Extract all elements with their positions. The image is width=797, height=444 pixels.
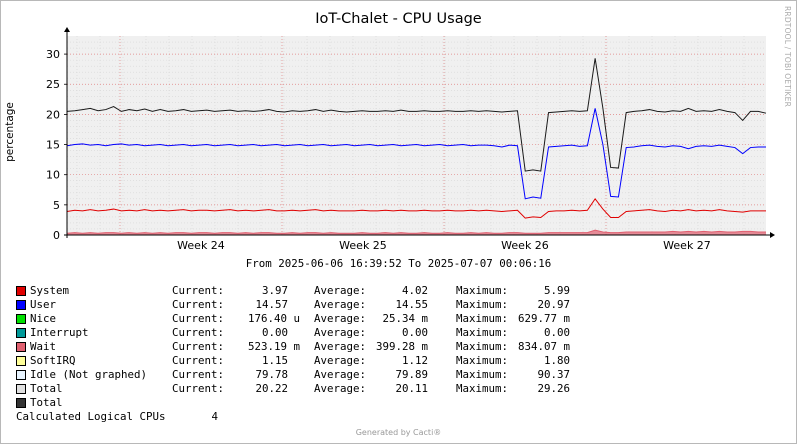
legend-name: Idle (Not graphed) bbox=[30, 368, 148, 381]
legend-max-label: Maximum: bbox=[456, 326, 509, 339]
plot-background bbox=[67, 36, 766, 235]
legend-avg-label: Average: bbox=[314, 340, 367, 353]
legend-cur-label: Current: bbox=[172, 340, 225, 353]
legend-avg: 4.02 bbox=[401, 284, 428, 297]
legend-cur: 14.57 bbox=[255, 298, 288, 311]
legend-cur-label: Current: bbox=[172, 298, 225, 311]
x-tick-label: Week 25 bbox=[339, 239, 387, 252]
footnote-label: Calculated Logical CPUs bbox=[16, 410, 166, 423]
legend-swatch bbox=[16, 314, 26, 324]
time-range: From 2025-06-06 16:39:52 To 2025-07-07 0… bbox=[245, 257, 552, 270]
legend-max: 90.37 bbox=[537, 368, 570, 381]
legend-name: SoftIRQ bbox=[30, 354, 76, 367]
legend-avg: 14.55 bbox=[395, 298, 428, 311]
legend-swatch bbox=[16, 398, 26, 408]
legend-name: Total bbox=[30, 396, 63, 409]
legend-avg-label: Average: bbox=[314, 284, 367, 297]
plot-area: 0 5 10 15 20 25 30 Week 24 Week 25 Week 26 Week 27 bbox=[46, 27, 775, 252]
legend-avg: 20.11 bbox=[395, 382, 428, 395]
legend-avg-label: Average: bbox=[314, 312, 367, 325]
legend-name: System bbox=[30, 284, 70, 297]
legend-swatch bbox=[16, 342, 26, 352]
legend-max: 5.99 bbox=[543, 284, 570, 297]
y-tick-label: 5 bbox=[53, 199, 60, 212]
series-line-user bbox=[66, 108, 766, 200]
y-tick-label: 10 bbox=[46, 169, 60, 182]
legend-swatch bbox=[16, 300, 26, 310]
y-axis-arrow bbox=[64, 27, 70, 32]
legend-name: Interrupt bbox=[30, 326, 89, 339]
legend-max-label: Maximum: bbox=[456, 382, 509, 395]
legend-max: 834.07 m bbox=[518, 340, 571, 353]
legend-max: 1.80 bbox=[543, 354, 570, 367]
y-tick-label: 0 bbox=[53, 229, 60, 242]
legend-cur: 20.22 bbox=[255, 382, 288, 395]
legend-avg: 399.28 m bbox=[376, 340, 429, 353]
x-tick-label: Week 26 bbox=[501, 239, 549, 252]
legend-avg-label: Average: bbox=[314, 354, 367, 367]
legend-avg-label: Average: bbox=[314, 382, 367, 395]
legend-avg: 1.12 bbox=[401, 354, 428, 367]
generated-by-footer: Generated by Cacti® bbox=[355, 428, 442, 437]
y-tick-label: 20 bbox=[46, 108, 60, 121]
series-line-total bbox=[66, 58, 767, 172]
legend-avg: 0.00 bbox=[401, 326, 428, 339]
legend-cur: 3.97 bbox=[261, 284, 288, 297]
legend-name: User bbox=[30, 298, 57, 311]
legend-cur-label: Current: bbox=[172, 368, 225, 381]
legend-cur: 0.00 bbox=[261, 326, 288, 339]
legend-cur: 176.40 u bbox=[248, 312, 301, 325]
y-tick-label: 30 bbox=[46, 48, 60, 61]
legend-max-label: Maximum: bbox=[456, 340, 509, 353]
legend-swatch bbox=[16, 370, 26, 380]
legend-name: Nice bbox=[30, 312, 57, 325]
series-line-system bbox=[66, 197, 766, 219]
legend-cur: 1.15 bbox=[261, 354, 288, 367]
legend-max-label: Maximum: bbox=[456, 354, 509, 367]
legend-name: Wait bbox=[30, 340, 57, 353]
legend-swatch bbox=[16, 384, 26, 394]
legend-cur-label: Current: bbox=[172, 382, 225, 395]
legend-max: 629.77 m bbox=[518, 312, 571, 325]
legend-max-label: Maximum: bbox=[456, 284, 509, 297]
legend-cur-label: Current: bbox=[172, 312, 225, 325]
legend-avg-label: Average: bbox=[314, 326, 367, 339]
legend-max-label: Maximum: bbox=[456, 298, 509, 311]
legend-avg-label: Average: bbox=[314, 298, 367, 311]
legend-max-label: Maximum: bbox=[456, 368, 509, 381]
legend-swatch bbox=[16, 286, 26, 296]
legend-avg-label: Average: bbox=[314, 368, 367, 381]
legend-avg: 79.89 bbox=[395, 368, 428, 381]
series-line-wait bbox=[66, 229, 766, 234]
legend-max: 29.26 bbox=[537, 382, 570, 395]
y-tick-label: 25 bbox=[46, 78, 60, 91]
legend-max: 20.97 bbox=[537, 298, 570, 311]
x-tick-label: Week 27 bbox=[663, 239, 711, 252]
legend-name: Total bbox=[30, 382, 63, 395]
legend-avg: 25.34 m bbox=[382, 312, 428, 325]
legend-cur-label: Current: bbox=[172, 354, 225, 367]
legend-max-label: Maximum: bbox=[456, 312, 509, 325]
legend-cur: 79.78 bbox=[255, 368, 288, 381]
legend-cur: 523.19 m bbox=[248, 340, 301, 353]
chart-title: IoT-Chalet - CPU Usage bbox=[315, 11, 482, 27]
legend-cur-label: Current: bbox=[172, 326, 225, 339]
legend-cur-label: Current: bbox=[172, 284, 225, 297]
footnote-value: 4 bbox=[211, 410, 219, 423]
footnote: Calculated Logical CPUs 4 bbox=[16, 410, 218, 423]
legend-swatch bbox=[16, 356, 26, 366]
x-tick-label: Week 24 bbox=[177, 239, 225, 252]
legend-max: 0.00 bbox=[543, 326, 570, 339]
y-tick-label: 15 bbox=[46, 139, 60, 152]
x-axis-arrow bbox=[770, 232, 775, 238]
legend-swatch bbox=[16, 328, 26, 338]
